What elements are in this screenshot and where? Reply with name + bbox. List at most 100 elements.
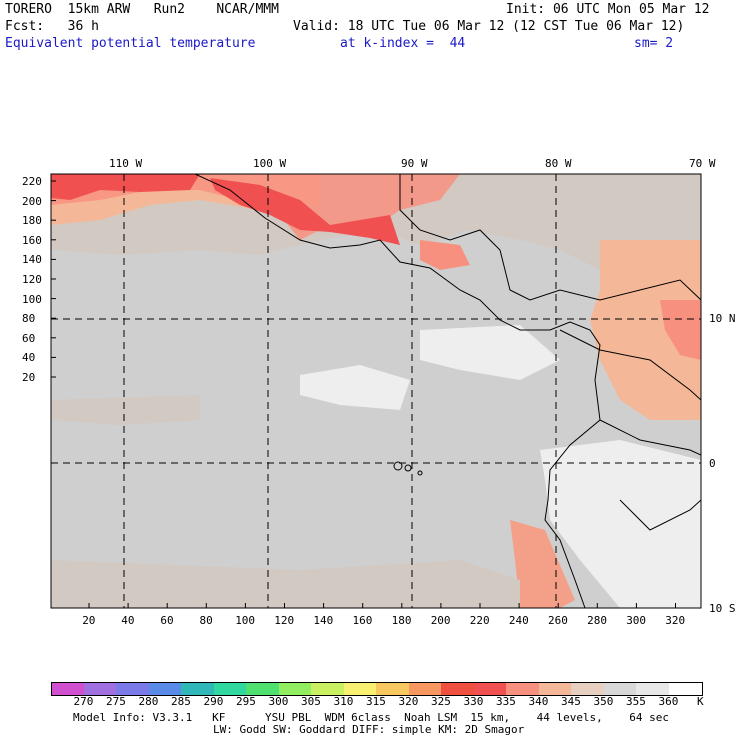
colorbar-swatch	[343, 682, 378, 696]
colorbar-swatch	[278, 682, 313, 696]
colorbar-level-label: 360	[658, 695, 679, 708]
init-time: Init: 06 UTC Mon 05 Mar 12	[506, 2, 710, 17]
x-tick-label: 280	[587, 614, 607, 627]
y-tick-label: 220	[22, 175, 42, 188]
colorbar-level-label: 320	[398, 695, 419, 708]
colorbar-level-label: 350	[593, 695, 614, 708]
lon-label: 100 W	[253, 157, 287, 170]
colorbar-swatch	[311, 682, 345, 696]
graticule	[51, 174, 701, 608]
colorbar-level-label: 315	[366, 695, 386, 708]
x-tick-label: 20	[82, 614, 96, 627]
colorbar-swatch	[116, 682, 150, 696]
colorbar-swatch	[51, 682, 86, 696]
x-tick-label: 100	[235, 614, 256, 627]
colorbar-level-label: 325	[431, 695, 451, 708]
y-tick-label: 120	[22, 273, 42, 286]
x-tick-label: 220	[469, 614, 490, 627]
coastline-caribbean	[399, 174, 701, 301]
colorbar-level-label: 290	[203, 695, 224, 708]
colorbar-swatch	[603, 682, 638, 696]
colorbar-swatch	[213, 682, 248, 696]
x-tick-label: 240	[508, 614, 529, 627]
colorbar-level-label: 300	[268, 695, 289, 708]
colorbar-swatch	[441, 682, 475, 696]
band-330b	[210, 178, 400, 245]
y-tick-label: 160	[22, 233, 42, 247]
lon-label: 110 W	[109, 157, 143, 170]
forecast-hour: Fcst: 36 h	[5, 19, 99, 34]
colorbar-level-label: 345	[561, 695, 581, 708]
colorbar-level-label: 275	[106, 695, 126, 708]
galapagos-island	[393, 461, 403, 471]
valid-time: Valid: 18 UTC Tue 06 Mar 12 (12 CST Tue …	[293, 19, 685, 34]
galapagos-island	[404, 464, 412, 472]
band-340-coast	[510, 520, 575, 608]
lon-label: 90 W	[401, 157, 428, 170]
x-tick-label: 260	[548, 614, 568, 627]
y-tick-label: 200	[22, 194, 42, 208]
colorbar-swatch	[246, 682, 280, 696]
lat-label: 10 S	[709, 602, 736, 615]
band-335-ne	[660, 300, 701, 360]
x-tick-label: 200	[430, 614, 451, 627]
colorbar-level-label: 330	[463, 695, 484, 708]
y-tick-label: 20	[22, 371, 36, 384]
patch-355-south	[540, 440, 701, 608]
coastline-pacific	[194, 174, 601, 608]
band-340-ne	[590, 240, 701, 420]
colorbar-level-label: 340	[528, 695, 549, 708]
colorbar-swatch	[636, 682, 670, 696]
x-tick-label: 60	[160, 614, 174, 627]
patch-355a	[420, 325, 560, 380]
x-tick-label: 320	[665, 614, 686, 627]
colorbar-swatch	[506, 682, 540, 696]
x-tick-label: 40	[121, 614, 135, 627]
band-345	[51, 174, 701, 300]
y-tick-label: 60	[22, 331, 36, 345]
x-tick-label: 80	[199, 614, 213, 627]
colorbar-swatch	[473, 682, 508, 696]
y-tick-label: 40	[22, 351, 36, 365]
colorbar-swatch	[148, 682, 183, 696]
colorbar-level-label: 270	[73, 695, 94, 708]
y-tick-label: 80	[22, 312, 36, 326]
colorbar-level-label: 335	[496, 695, 516, 708]
lon-label: 80 W	[545, 157, 572, 170]
model-title: TORERO 15km ARW Run2 NCAR/MMM	[5, 2, 279, 17]
border-interior	[619, 499, 701, 531]
model-info: Model Info: V3.3.1 KF YSU PBL WDM 6class…	[73, 711, 670, 724]
colorbar-swatch	[376, 682, 410, 696]
y-tick-label: 140	[22, 253, 42, 267]
colorbar-level-label: 295	[236, 695, 256, 708]
colorbar-swatch	[571, 682, 605, 696]
x-tick-label: 160	[352, 614, 373, 627]
colorbar-swatch	[83, 682, 118, 696]
colorbar-level-label: 280	[138, 695, 159, 708]
band-330a	[51, 174, 200, 200]
colorbar-swatch	[181, 682, 215, 696]
colorbar-level-label: 305	[301, 695, 321, 708]
x-tick-label: 120	[274, 614, 295, 627]
colorbar-swatch	[668, 682, 703, 696]
x-tick-label: 300	[626, 614, 647, 627]
patch-355b	[300, 365, 410, 410]
colorbar-level-label: 355	[626, 695, 646, 708]
x-tick-label: 140	[313, 614, 334, 627]
colorbar-swatch	[408, 682, 443, 696]
y-tick-label: 180	[22, 214, 42, 228]
lat-label: 0	[709, 457, 716, 470]
band-335-gulf	[420, 240, 470, 270]
x-tick-label: 180	[391, 614, 412, 627]
lon-label: 70 W	[689, 157, 716, 170]
map-frame	[50, 173, 702, 609]
border-south-america	[559, 329, 701, 401]
smoothing-info: sm= 2	[634, 36, 674, 51]
band-345-sw	[51, 560, 520, 608]
colorbar-level-label: 285	[171, 695, 191, 708]
colorbar-unit: K	[697, 695, 704, 708]
y-tick-label: 100	[22, 292, 42, 306]
colorbar-swatch	[538, 682, 573, 696]
level-info: at k-index = 44	[340, 36, 466, 51]
